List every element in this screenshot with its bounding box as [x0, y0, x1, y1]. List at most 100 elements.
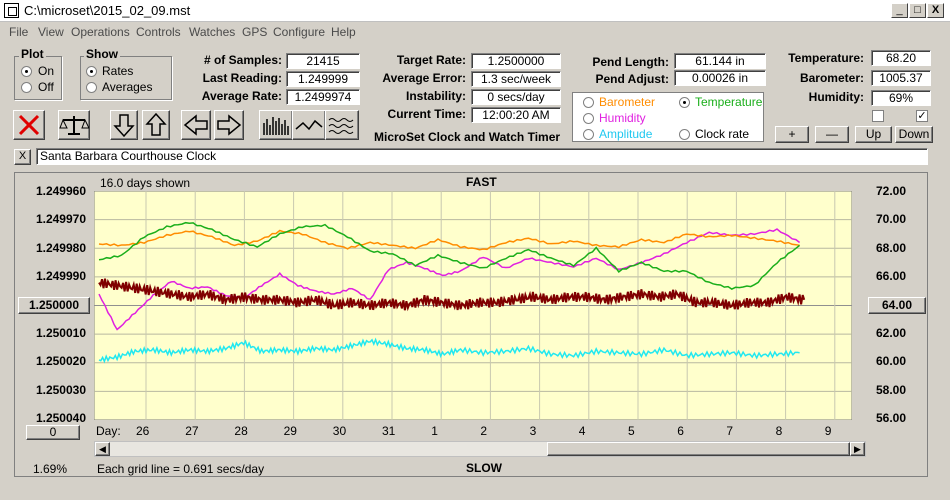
grid-note: Each grid line = 0.691 secs/day [97, 462, 265, 476]
plot-off-radio[interactable] [21, 82, 32, 93]
scale-icon [59, 116, 90, 135]
day-tick-label: 3 [529, 424, 537, 438]
menu-controls[interactable]: Controls [136, 25, 181, 39]
scroll-right-button[interactable]: ▶ [850, 442, 865, 456]
show-group [80, 56, 172, 100]
plot-group-title: Plot [19, 47, 46, 61]
histogram-button[interactable] [259, 110, 293, 140]
rate-series-line [98, 278, 806, 312]
arrow-left-icon [183, 114, 208, 136]
humidity-label: Humidity: [808, 90, 864, 104]
menu-operations[interactable]: Operations [71, 25, 130, 39]
up-arrow-button[interactable] [142, 110, 170, 140]
left-checkbox[interactable] [872, 110, 884, 122]
down-arrow-button[interactable] [110, 110, 138, 140]
show-rates-radio[interactable] [86, 66, 97, 77]
clock-close-button[interactable]: X [14, 149, 31, 165]
humidity-radio[interactable] [583, 113, 594, 124]
left-tick-label: 1.249990 [35, 269, 86, 283]
day-tick-label: 26 [136, 424, 150, 438]
show-averages-radio[interactable] [86, 82, 97, 93]
menu-configure[interactable]: Configure [273, 25, 326, 39]
scroll-left-button[interactable]: ◀ [95, 442, 110, 456]
plot-on-label: On [38, 64, 55, 78]
plus-button[interactable]: + [775, 126, 809, 143]
average-error-value: 1.3 sec/week [471, 71, 561, 87]
menu-gps[interactable]: GPS [242, 25, 268, 39]
right-arrow-button[interactable] [214, 110, 244, 140]
left-arrow-button[interactable] [181, 110, 211, 140]
stop-button[interactable] [13, 110, 45, 140]
right-tick-label: 72.00 [875, 184, 906, 198]
zero-button[interactable]: 0 [26, 425, 80, 440]
line-button[interactable] [292, 110, 326, 140]
left-tick-label: 1.250020 [35, 354, 86, 368]
maximize-button[interactable]: □ [909, 3, 926, 18]
menu-view[interactable]: View [38, 25, 64, 39]
menu-file[interactable]: File [9, 25, 29, 39]
humidity-option: Humidity [599, 111, 646, 125]
noise-icon [328, 118, 354, 134]
barometer-label: Barometer: [799, 71, 864, 85]
chart[interactable] [94, 191, 852, 420]
day-tick-label: 1 [431, 424, 438, 438]
app-icon[interactable] [4, 3, 19, 18]
arrow-down-icon [113, 114, 135, 138]
days-shown-label: 16.0 days shown [100, 176, 191, 190]
arrow-up-icon [145, 112, 167, 136]
barometer-radio[interactable] [583, 97, 594, 108]
pend-adjust-label: Pend Adjust: [595, 72, 669, 86]
barometer-value: 1005.37 [871, 70, 931, 86]
plot-on-radio[interactable] [21, 66, 32, 77]
day-tick-label: 7 [726, 424, 734, 438]
minus-button[interactable]: — [815, 126, 849, 143]
temperature-radio[interactable] [679, 97, 690, 108]
average-rate-label: Average Rate: [201, 89, 282, 103]
window-title: C:\microset\2015_02_09.mst [24, 3, 191, 18]
close-button[interactable]: X [927, 3, 944, 18]
menu-watches[interactable]: Watches [189, 25, 236, 39]
scroll-thumb[interactable] [547, 442, 850, 456]
horizontal-scrollbar[interactable]: ◀ ▶ [94, 441, 866, 457]
day-tick-label: 2 [480, 424, 488, 438]
day-tick-label: 27 [185, 424, 199, 438]
day-tick-label: 4 [578, 424, 586, 438]
balance-button[interactable] [58, 110, 90, 140]
slow-label: SLOW [466, 461, 502, 475]
pend-adjust-value: 0.00026 in [674, 70, 766, 86]
day-tick-label: 28 [234, 424, 248, 438]
down-button[interactable]: Down [895, 126, 933, 143]
target-rate-label: Target Rate: [396, 53, 466, 67]
day-axis-label: Day: [96, 424, 121, 438]
amplitude-radio[interactable] [583, 129, 594, 140]
pend-length-label: Pend Length: [592, 55, 669, 69]
right-checkbox[interactable]: ✓ [916, 110, 928, 122]
up-button[interactable]: Up [855, 126, 892, 143]
show-averages-label: Averages [102, 80, 153, 94]
barometer-series-line [98, 229, 800, 251]
right-tick-label: 70.00 [875, 212, 906, 226]
show-rates-label: Rates [102, 64, 134, 78]
histogram-icon [263, 117, 289, 135]
day-tick-label: 9 [824, 424, 832, 438]
instability-label: Instability: [405, 89, 466, 103]
day-tick-label: 8 [775, 424, 783, 438]
sensor-selector: Barometer Temperature Humidity Amplitude… [572, 92, 764, 142]
day-tick-label: 29 [283, 424, 297, 438]
samples-label: # of Samples: [203, 53, 282, 67]
left-tick-label: 1.249970 [35, 212, 86, 226]
clock-rate-radio[interactable] [679, 129, 690, 140]
right-axis-center-button[interactable]: 64.00 [868, 297, 926, 314]
left-axis-center-button[interactable]: 1.250000 [18, 297, 90, 314]
last-reading-value: 1.249999 [286, 71, 360, 87]
barometer-option: Barometer [599, 95, 656, 109]
instability-value: 0 secs/day [471, 89, 561, 105]
left-tick-label: 1.250010 [35, 326, 86, 340]
right-tick-label: 62.00 [875, 326, 906, 340]
minimize-button[interactable]: _ [891, 3, 908, 18]
menu-help[interactable]: Help [331, 25, 356, 39]
clock-name-field[interactable]: Santa Barbara Courthouse Clock [36, 148, 928, 165]
humidity-value: 69% [871, 90, 931, 106]
left-tick-label: 1.250040 [35, 411, 86, 425]
noise-button[interactable] [325, 110, 359, 140]
